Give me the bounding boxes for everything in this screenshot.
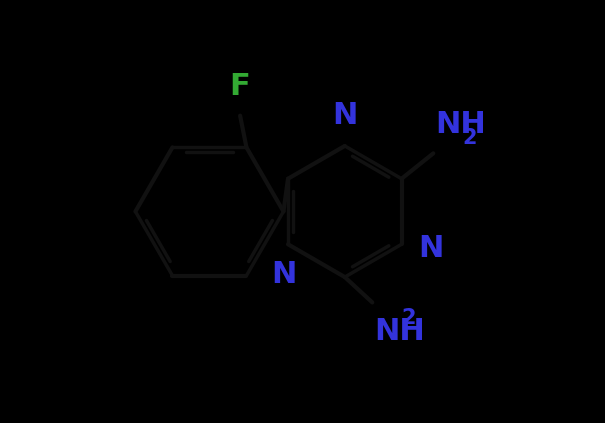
Text: F: F (230, 72, 250, 101)
Text: NH: NH (436, 110, 486, 139)
Text: NH: NH (374, 317, 425, 346)
Text: 2: 2 (401, 308, 416, 328)
Text: N: N (271, 261, 296, 289)
Text: 2: 2 (462, 128, 477, 148)
Text: N: N (332, 101, 358, 130)
Text: N: N (419, 234, 444, 263)
